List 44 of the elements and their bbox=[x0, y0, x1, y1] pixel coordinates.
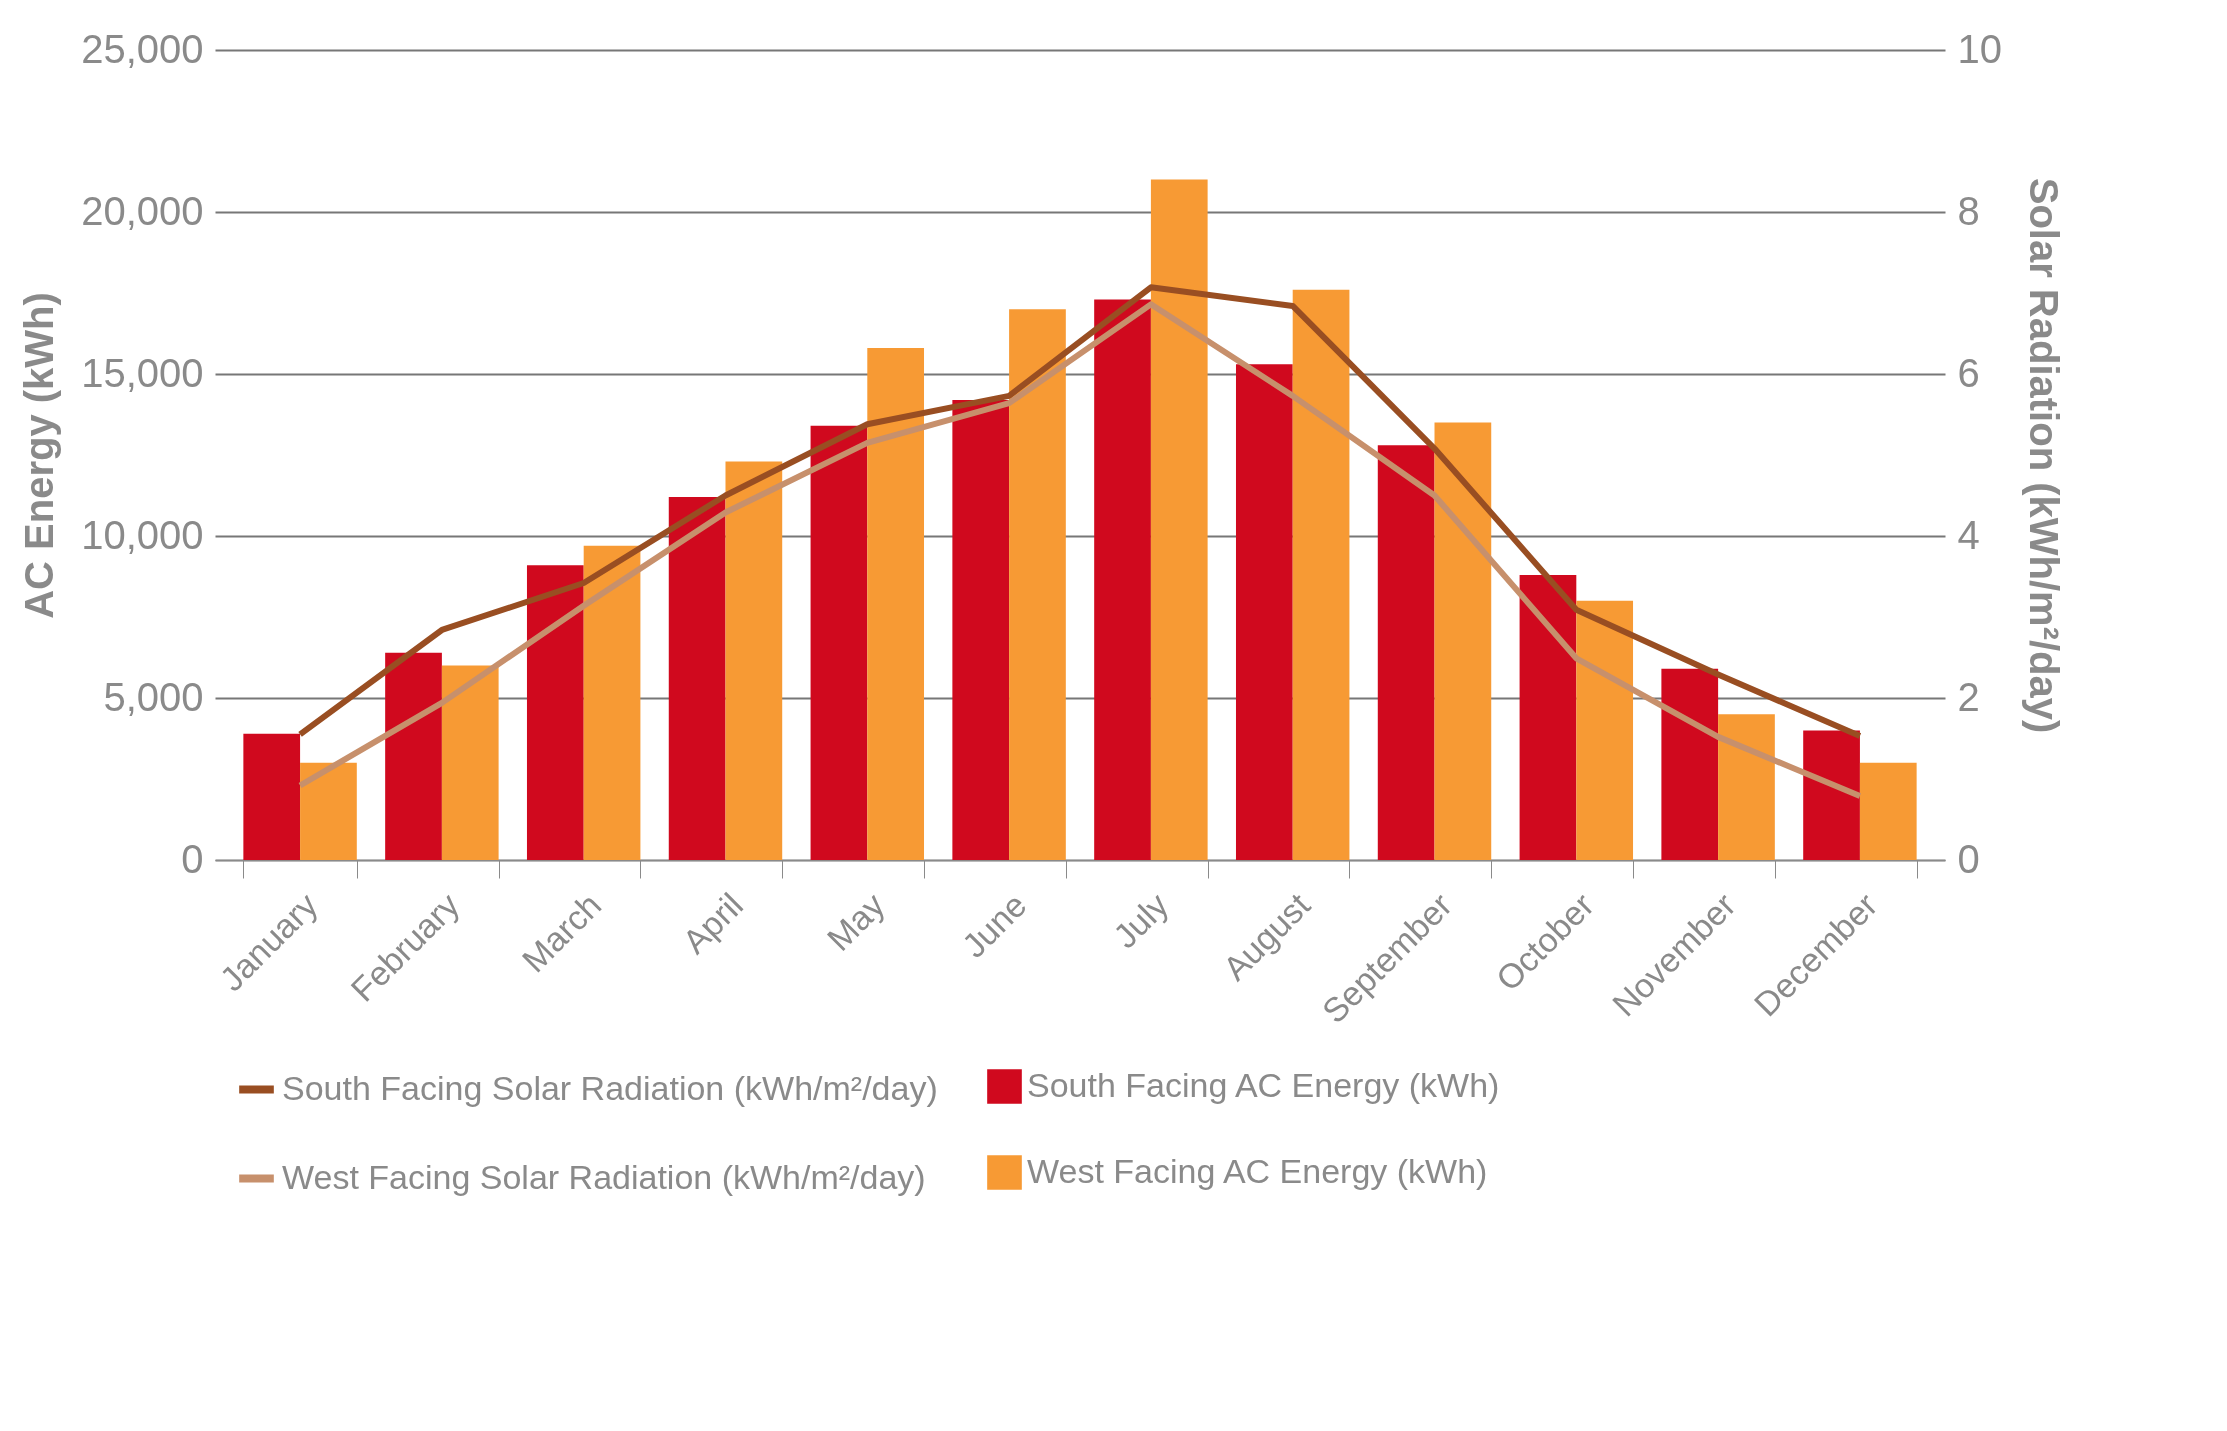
y2-tick-label: 6 bbox=[1957, 350, 1980, 395]
y2-tick-label: 10 bbox=[1957, 26, 2002, 71]
y-tick-label: 10,000 bbox=[81, 512, 204, 557]
bar bbox=[1576, 600, 1634, 860]
y-tick-label: 20,000 bbox=[81, 188, 204, 233]
y2-tick-label: 8 bbox=[1957, 188, 1980, 233]
bar bbox=[526, 565, 584, 860]
bar bbox=[1718, 714, 1775, 860]
y2-axis-title: Solar Radiation (kWh/m²/day) bbox=[2021, 177, 2066, 734]
y2-tick-label: 0 bbox=[1957, 836, 1980, 881]
bar bbox=[725, 461, 783, 860]
y-tick-label: 15,000 bbox=[81, 350, 204, 395]
y-tick-label: 25,000 bbox=[81, 26, 204, 71]
bar bbox=[441, 665, 499, 860]
bar bbox=[1292, 289, 1350, 860]
bar bbox=[1519, 574, 1577, 860]
legend-label: West Facing AC Energy (kWh) bbox=[1027, 1151, 1488, 1190]
bar bbox=[1150, 179, 1208, 860]
bar bbox=[1434, 422, 1492, 860]
bar bbox=[1009, 309, 1066, 860]
bar bbox=[1235, 364, 1293, 860]
x-tick-label: May bbox=[819, 885, 892, 958]
legend-label: South Facing Solar Radiation (kWh/m²/day) bbox=[282, 1068, 938, 1107]
bar bbox=[1377, 445, 1435, 860]
bar bbox=[810, 425, 868, 860]
legend-label: West Facing Solar Radiation (kWh/m²/day) bbox=[282, 1157, 926, 1196]
bar bbox=[1803, 730, 1860, 860]
y-axis-title: AC Energy (kWh) bbox=[17, 292, 62, 619]
bar bbox=[300, 762, 357, 860]
bar bbox=[668, 497, 726, 860]
bar bbox=[1661, 668, 1719, 860]
bar bbox=[1094, 299, 1151, 860]
y-tick-label: 0 bbox=[181, 836, 204, 881]
bar bbox=[243, 733, 301, 860]
bar bbox=[867, 348, 925, 860]
x-tick-label: July bbox=[1105, 885, 1176, 956]
y2-tick-label: 2 bbox=[1957, 674, 1980, 719]
bar bbox=[1859, 762, 1917, 860]
bar bbox=[952, 399, 1010, 860]
bar bbox=[385, 652, 442, 860]
y-tick-label: 5,000 bbox=[103, 674, 204, 719]
legend-label: South Facing AC Energy (kWh) bbox=[1027, 1065, 1500, 1104]
y2-tick-label: 4 bbox=[1957, 512, 1980, 557]
bar bbox=[583, 545, 641, 860]
